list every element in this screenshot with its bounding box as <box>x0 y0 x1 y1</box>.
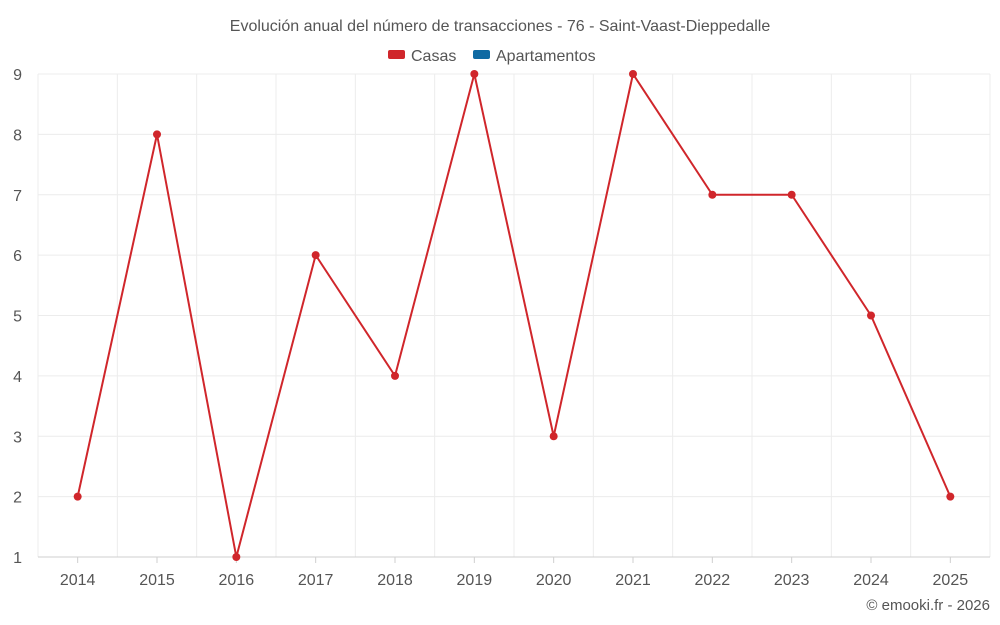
legend-label-casas: Casas <box>411 48 456 65</box>
data-point-2017[interactable] <box>311 251 320 260</box>
y-tick-label: 7 <box>13 188 22 205</box>
data-point-2019[interactable] <box>470 70 479 78</box>
series-line-casas <box>76 73 952 558</box>
y-tick-label: 6 <box>13 248 22 265</box>
x-tick-label: 2017 <box>298 572 334 589</box>
legend-item-apartamentos[interactable]: Apartamentos <box>473 48 596 65</box>
y-tick-label: 1 <box>13 550 22 567</box>
data-point-2025[interactable] <box>946 492 955 501</box>
legend-swatch-casas <box>388 50 405 59</box>
y-axis-ticks: 1 2 3 4 5 6 7 8 9 <box>13 67 22 567</box>
x-tick-label: 2024 <box>853 572 889 589</box>
x-tick-label: 2019 <box>457 572 493 589</box>
credit-text: © emooki.fr - 2026 <box>866 597 990 614</box>
data-point-2014[interactable] <box>73 492 82 501</box>
data-point-2015[interactable] <box>153 130 161 139</box>
x-tick-label: 2021 <box>615 572 651 589</box>
x-tick-label: 2018 <box>377 572 413 589</box>
data-point-2016[interactable] <box>232 553 241 561</box>
x-tick-label: 2025 <box>933 572 969 589</box>
legend: Casas Apartamentos <box>388 48 596 65</box>
legend-swatch-apartamentos <box>473 50 490 59</box>
legend-label-apartamentos: Apartamentos <box>496 48 596 65</box>
data-point-2024[interactable] <box>867 311 875 320</box>
x-tick-label: 2015 <box>139 572 175 589</box>
x-tick-label: 2014 <box>60 572 96 589</box>
y-tick-label: 2 <box>13 490 22 507</box>
y-tick-label: 3 <box>13 429 22 446</box>
gridlines <box>37 73 991 557</box>
x-tick-label: 2023 <box>774 572 810 589</box>
y-tick-label: 5 <box>13 309 22 326</box>
y-tick-label: 4 <box>13 369 22 386</box>
x-axis-ticks: 2014 2015 2016 2017 2018 2019 2020 2021 2022 2023… <box>60 572 968 589</box>
axes <box>38 556 990 563</box>
series-casas <box>73 70 955 561</box>
legend-item-casas[interactable]: Casas <box>388 48 456 65</box>
data-point-2018[interactable] <box>391 371 399 380</box>
x-tick-label: 2022 <box>695 572 731 589</box>
x-tick-label: 2016 <box>219 572 255 589</box>
data-point-2020[interactable] <box>549 432 558 441</box>
y-tick-label: 8 <box>13 127 22 144</box>
data-point-2021[interactable] <box>629 70 637 78</box>
x-tick-label: 2020 <box>536 572 572 589</box>
data-point-2022[interactable] <box>708 190 717 199</box>
data-point-2023[interactable] <box>787 190 796 199</box>
chart-title: Evolución anual del número de transaccio… <box>230 18 771 35</box>
y-tick-label: 9 <box>13 67 22 84</box>
